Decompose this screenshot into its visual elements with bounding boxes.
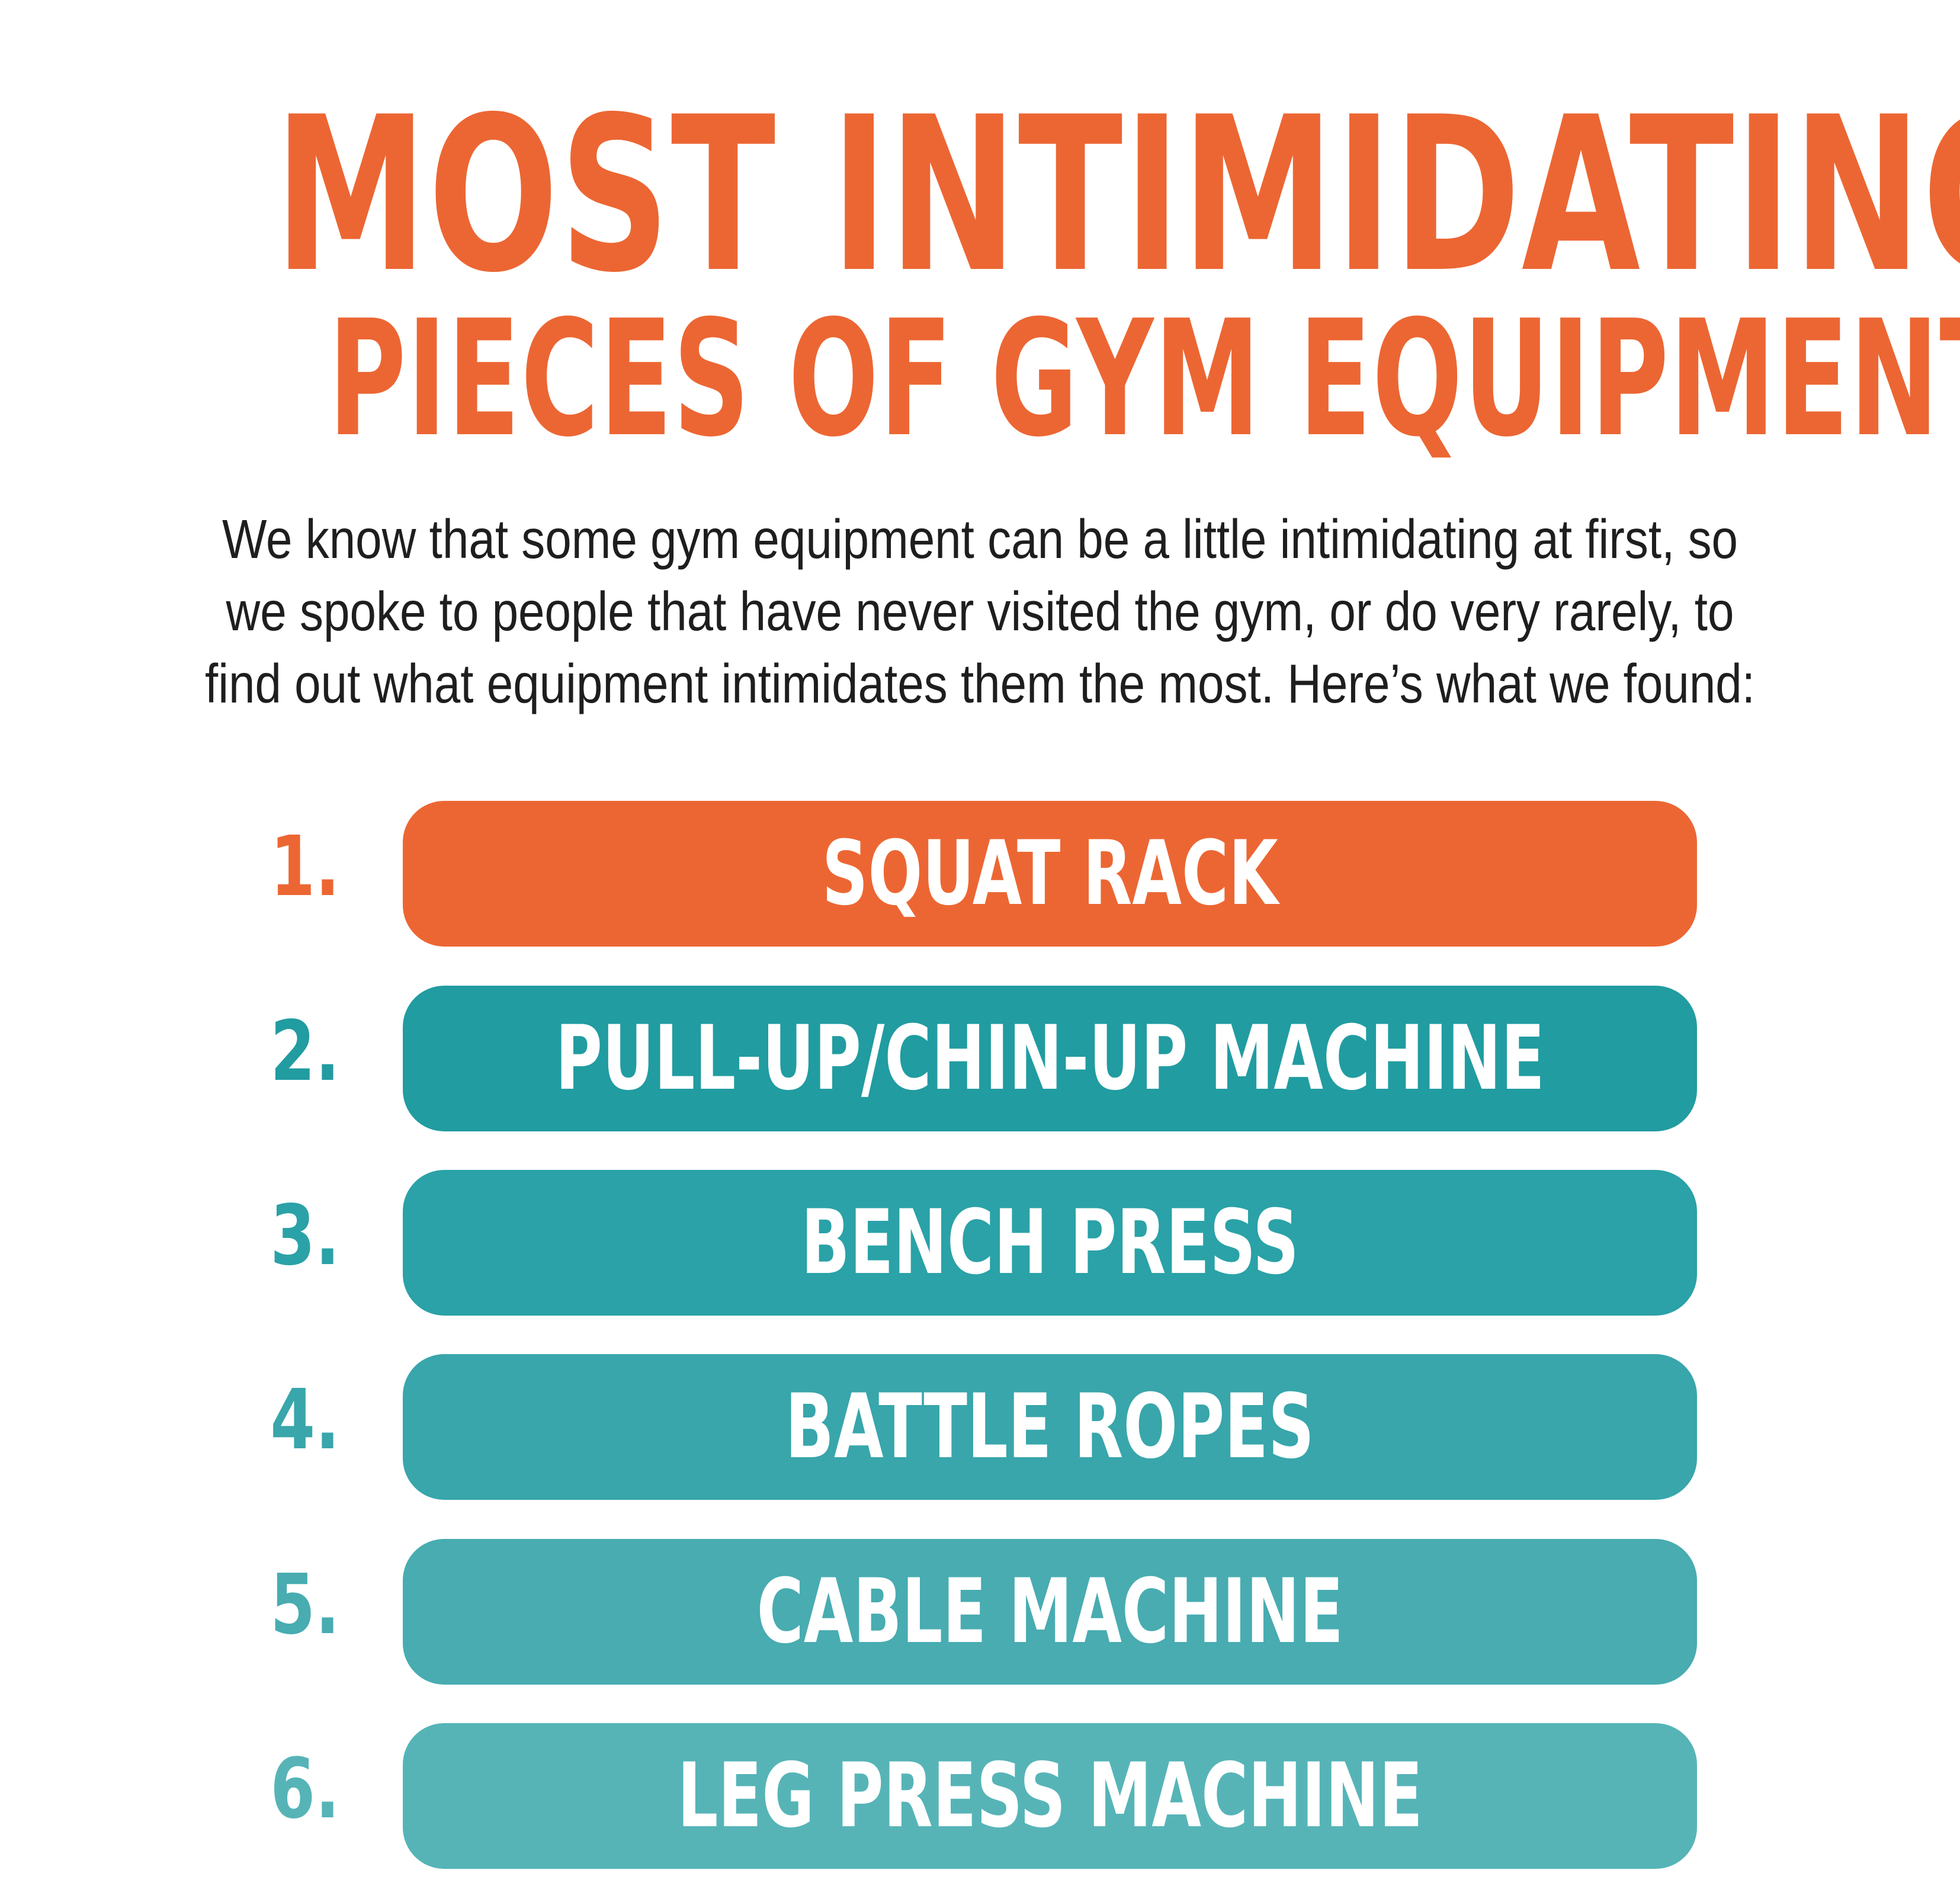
equipment-pill: BATTLE ROPES: [403, 1354, 1697, 1500]
rank-number: 1.: [270, 819, 340, 915]
equipment-label: PULL-UP/CHIN-UP MACHINE: [555, 1007, 1545, 1110]
title-line-2: PIECES OF GYM EQUIPMENT: [328, 286, 1960, 472]
title-line-1: MOST INTIMIDATING: [274, 71, 1960, 319]
intro-text-line: find out what equipment intimidates them…: [204, 653, 1756, 714]
equipment-label: BENCH PRESS: [801, 1191, 1299, 1294]
equipment-label: SQUAT RACK: [822, 822, 1278, 925]
equipment-label: BATTLE ROPES: [785, 1375, 1315, 1479]
intro-text-line: We know that some gym equipment can be a…: [222, 508, 1738, 570]
rank-number: 2.: [270, 1003, 340, 1100]
equipment-pill: PULL-UP/CHIN-UP MACHINE: [403, 986, 1697, 1131]
equipment-pill: CABLE MACHINE: [403, 1539, 1697, 1685]
intro-text-line: we spoke to people that have never visit…: [226, 581, 1734, 642]
rank-number: 3.: [270, 1188, 340, 1284]
equipment-label: CABLE MACHINE: [756, 1560, 1343, 1663]
rank-number: 5.: [270, 1557, 340, 1653]
equipment-pill: BENCH PRESS: [403, 1170, 1697, 1316]
equipment-pill: SQUAT RACK: [403, 801, 1697, 947]
rank-number: 4.: [270, 1372, 340, 1468]
equipment-pill: LEG PRESS MACHINE: [403, 1723, 1697, 1869]
equipment-label: LEG PRESS MACHINE: [677, 1744, 1423, 1848]
rank-number: 6.: [270, 1741, 340, 1837]
